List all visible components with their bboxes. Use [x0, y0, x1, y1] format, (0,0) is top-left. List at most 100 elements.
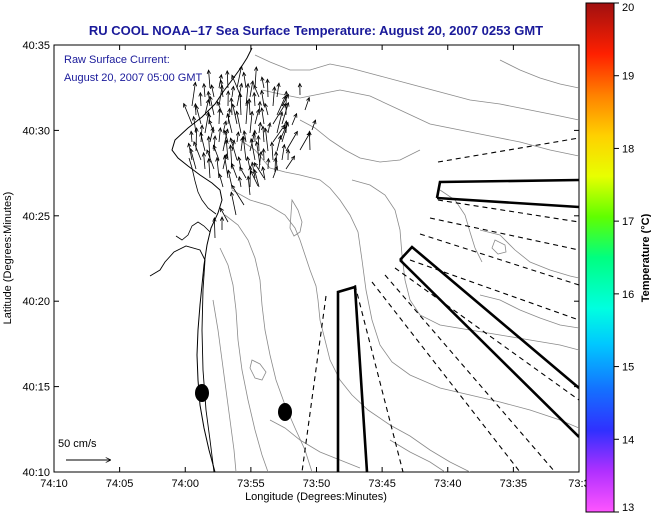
current-vector	[227, 170, 233, 188]
current-vector	[249, 111, 253, 134]
current-vector	[239, 93, 242, 116]
current-vector-head	[253, 162, 259, 167]
current-vector	[276, 83, 280, 98]
current-vector	[250, 170, 259, 187]
current-vector-head	[229, 137, 234, 143]
current-vector	[209, 96, 215, 116]
current-vector	[281, 102, 289, 125]
current-vector-head	[284, 121, 289, 127]
y-tick-label: 40:30	[22, 125, 50, 137]
current-vector-head	[224, 128, 229, 134]
current-vector	[276, 111, 283, 134]
current-vector	[243, 72, 247, 89]
inner-shoreline	[149, 245, 215, 472]
x-tick-label: 73:35	[500, 478, 528, 490]
bathymetry-contours	[212, 54, 579, 472]
current-vector-head	[272, 86, 277, 91]
current-vector-head	[276, 82, 281, 88]
current-vector-head	[210, 84, 215, 90]
current-vector	[253, 85, 260, 98]
current-vector-head	[281, 102, 286, 108]
current-vector-head	[285, 101, 290, 107]
current-vector	[225, 140, 229, 161]
current-vector	[256, 141, 261, 166]
current-vector-head	[212, 135, 217, 140]
current-vector-head	[218, 73, 223, 79]
x-tick-label: 73:50	[303, 478, 331, 490]
current-vector-head	[194, 127, 199, 132]
current-vector-head	[281, 143, 286, 149]
annotation-line-2: August 20, 2007 05:00 GMT	[64, 72, 202, 84]
current-vector	[291, 113, 297, 126]
current-vector-head	[258, 150, 263, 156]
current-vector-head	[199, 131, 204, 137]
current-vector-head	[249, 110, 254, 116]
current-vector-head	[307, 130, 312, 136]
colorbar-tick-label: 14	[622, 434, 634, 446]
current-vector-head	[231, 74, 236, 80]
current-vector-head	[215, 156, 220, 162]
current-vector	[231, 86, 234, 98]
current-vector-head	[191, 115, 197, 121]
current-vector	[213, 217, 216, 239]
current-vector-head	[297, 82, 302, 88]
x-tick-label: 73:40	[434, 478, 462, 490]
current-vector-head	[274, 150, 279, 156]
current-vector	[242, 136, 247, 161]
current-vector	[204, 99, 209, 116]
colorbar-label: Temperature (°C)	[640, 213, 651, 302]
current-vector	[261, 90, 265, 107]
colorbar: 13 14 15 16 17 18 19 20 Temperature (°C)	[585, 2, 651, 514]
current-vector	[208, 70, 211, 89]
current-vector-head	[282, 95, 287, 101]
current-vector-head	[226, 112, 231, 118]
buoy-marker-east	[278, 403, 292, 421]
current-vector-head	[306, 96, 311, 102]
current-vector	[211, 84, 215, 98]
current-vector-head	[238, 92, 243, 98]
current-vector-head	[219, 216, 225, 221]
current-vector	[264, 103, 269, 116]
buoy-marker-west	[195, 384, 209, 402]
y-tick-label: 40:20	[22, 296, 50, 308]
current-vector-head	[227, 107, 232, 113]
current-vector-head	[198, 91, 203, 97]
current-vector	[190, 131, 193, 143]
current-vector-head	[230, 162, 235, 168]
current-vector-head	[229, 191, 235, 197]
y-tick-label: 40:35	[22, 40, 50, 52]
current-vector	[285, 131, 298, 152]
current-vector	[264, 128, 269, 152]
current-vector	[263, 148, 265, 161]
current-vector	[218, 173, 224, 188]
current-vector	[272, 124, 286, 143]
current-vector	[258, 151, 262, 170]
current-vector-head	[254, 140, 260, 146]
current-vector-head	[202, 82, 207, 88]
y-axis-label: Latitude (Degrees:Minutes)	[2, 192, 14, 325]
current-vector-head	[261, 166, 266, 171]
current-vector-head	[219, 79, 224, 85]
current-vector-head	[241, 135, 246, 141]
current-vector	[183, 103, 193, 125]
current-vector	[274, 158, 276, 173]
current-vector-head	[206, 135, 211, 141]
current-vector-head	[253, 84, 258, 90]
current-vector	[247, 156, 251, 170]
current-vector	[227, 108, 231, 125]
x-axis-ticks: 74:10 74:05 74:00 73:55 73:50 73:45 73:40 73:35…	[40, 45, 590, 490]
current-vector-head	[206, 69, 211, 75]
current-vector	[258, 122, 261, 134]
current-vector	[251, 162, 256, 179]
current-vector-head	[254, 66, 259, 71]
current-vector	[213, 145, 220, 161]
current-vector-head	[218, 173, 223, 179]
current-vector-head	[226, 90, 231, 95]
current-vector-head	[257, 100, 262, 106]
chart-title: RU COOL NOAA–17 Sea Surface Temperature:…	[89, 23, 543, 38]
current-vector-head	[235, 131, 241, 137]
current-vector-head	[284, 90, 289, 96]
current-vector	[257, 135, 260, 152]
current-vector-head	[223, 129, 228, 135]
current-vector-head	[238, 65, 243, 71]
